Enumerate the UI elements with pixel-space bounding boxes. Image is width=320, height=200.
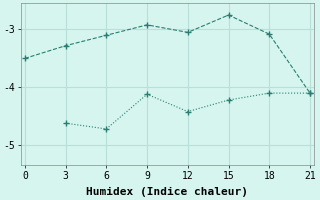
X-axis label: Humidex (Indice chaleur): Humidex (Indice chaleur) (86, 186, 248, 197)
